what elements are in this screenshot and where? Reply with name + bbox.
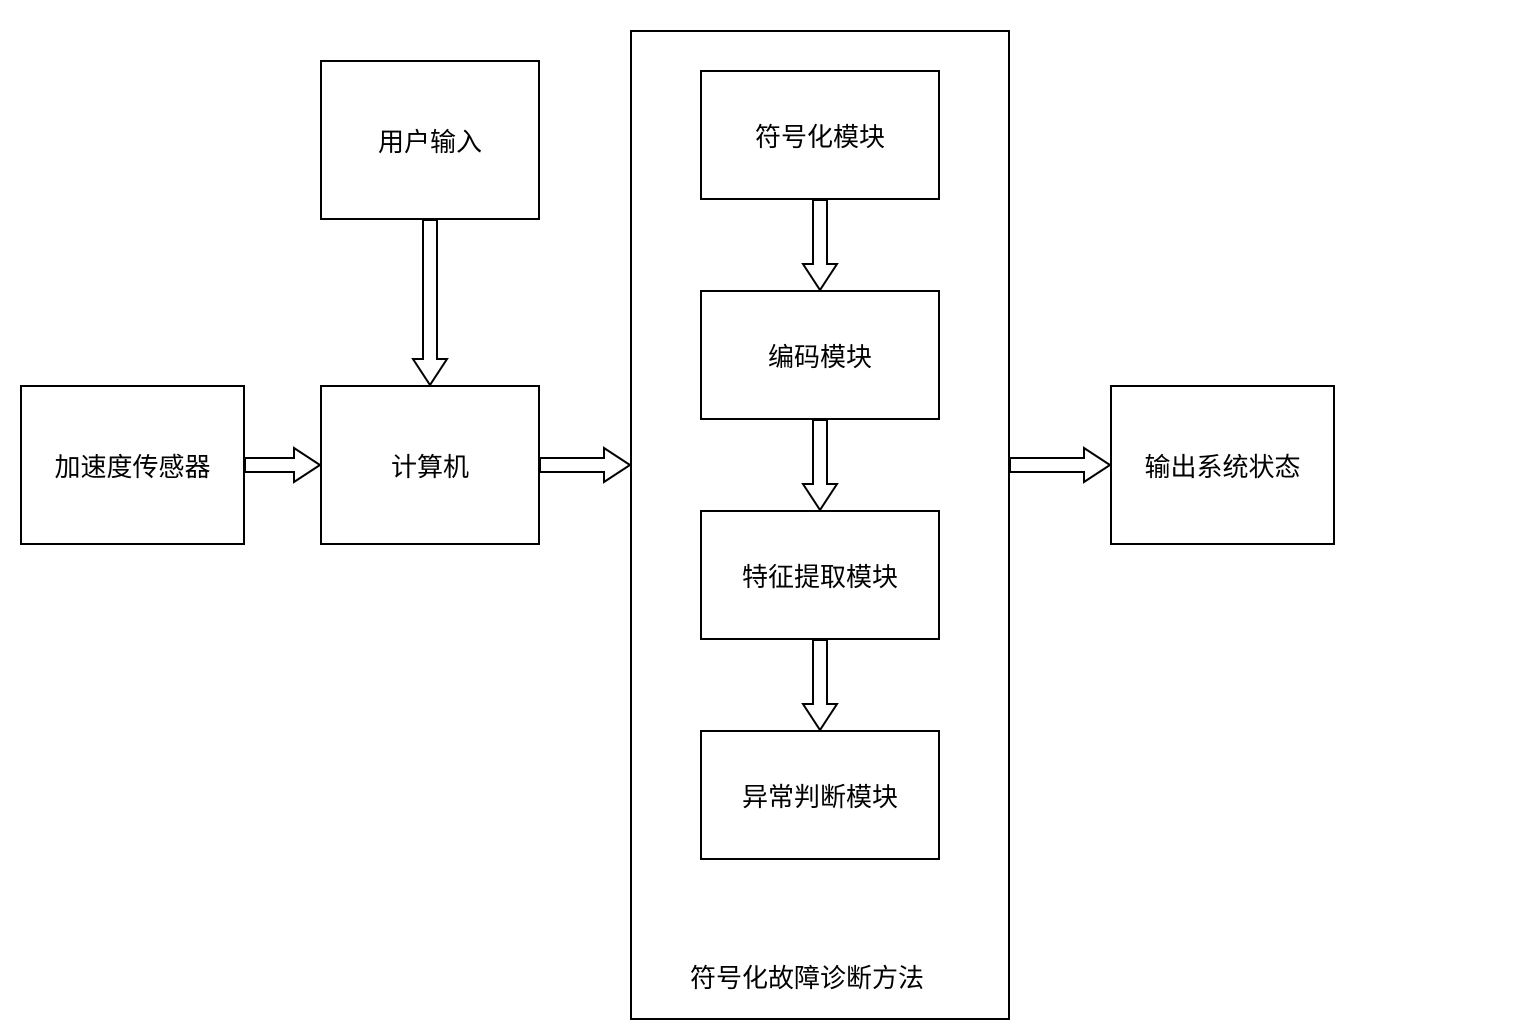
node-sensor-label: 加速度传感器 <box>54 447 210 484</box>
node-encoding-module: 编码模块 <box>700 290 940 420</box>
node-user-input: 用户输入 <box>320 60 540 220</box>
node-feature-extraction-module-label: 特征提取模块 <box>742 557 898 594</box>
node-symbolization-module-label: 符号化模块 <box>755 117 885 154</box>
node-user-input-label: 用户输入 <box>378 122 482 159</box>
node-anomaly-judgment-module: 异常判断模块 <box>700 730 940 860</box>
node-sensor: 加速度传感器 <box>20 385 245 545</box>
container-caption: 符号化故障诊断方法 <box>690 958 924 995</box>
node-computer-label: 计算机 <box>391 447 469 484</box>
node-feature-extraction-module: 特征提取模块 <box>700 510 940 640</box>
node-output-label: 输出系统状态 <box>1144 447 1300 484</box>
diagram-canvas: 加速度传感器 用户输入 计算机 符号化模块 编码模块 特征提取模块 异常判断模块… <box>0 0 1523 1034</box>
node-output: 输出系统状态 <box>1110 385 1335 545</box>
node-computer: 计算机 <box>320 385 540 545</box>
node-encoding-module-label: 编码模块 <box>768 337 872 374</box>
node-symbolization-module: 符号化模块 <box>700 70 940 200</box>
node-anomaly-judgment-module-label: 异常判断模块 <box>742 777 898 814</box>
